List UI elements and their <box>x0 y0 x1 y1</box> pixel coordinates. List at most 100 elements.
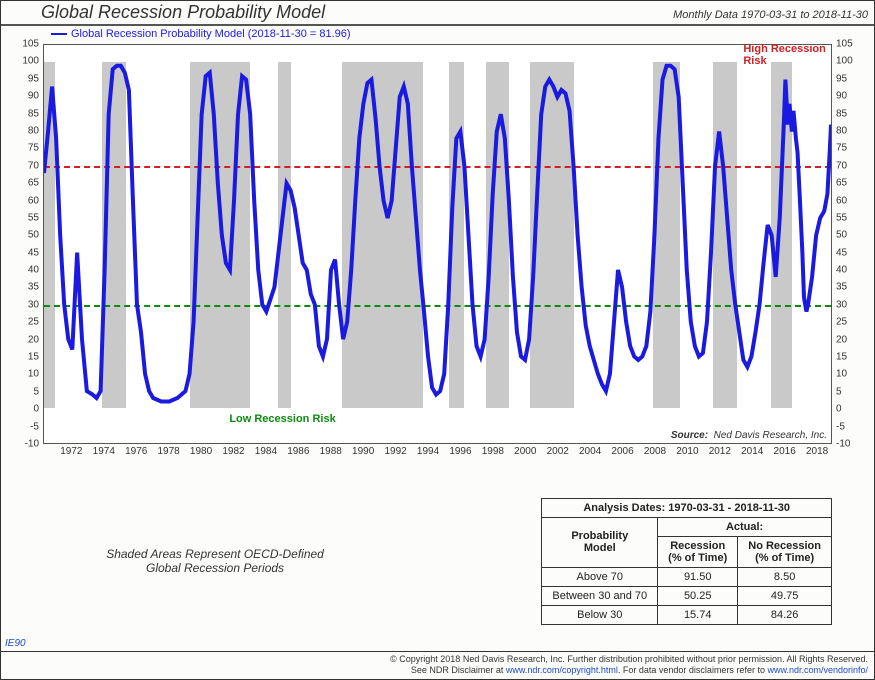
y-tick-label: 20 <box>836 334 847 345</box>
table-superheader: Actual: <box>658 517 832 536</box>
y-tick-label: 30 <box>28 299 39 310</box>
plot-region: Source: Ned Davis Research, Inc. High Re… <box>43 44 832 444</box>
y-tick-label: 90 <box>28 91 39 102</box>
y-tick-label: 105 <box>22 39 39 50</box>
y-tick-label: 5 <box>33 386 39 397</box>
x-tick-label: 1982 <box>222 446 244 457</box>
footer-line1: © Copyright 2018 Ned Davis Research, Inc… <box>7 654 868 666</box>
y-tick-label: 5 <box>836 386 842 397</box>
shade-note: Shaded Areas Represent OECD-DefinedGloba… <box>33 547 397 575</box>
x-tick-label: 1990 <box>352 446 374 457</box>
x-tick-label: 2010 <box>676 446 698 457</box>
y-tick-label: 35 <box>836 282 847 293</box>
y-tick-label: 25 <box>28 317 39 328</box>
y-tick-label: 10 <box>836 369 847 380</box>
y-tick-label: 45 <box>28 247 39 258</box>
below-chart-row: Shaded Areas Represent OECD-DefinedGloba… <box>13 473 862 649</box>
x-tick-label: 1976 <box>125 446 147 457</box>
x-tick-label: 2002 <box>547 446 569 457</box>
y-tick-label: 55 <box>836 212 847 223</box>
x-tick-label: 1988 <box>320 446 342 457</box>
y-tick-label: -10 <box>836 439 850 450</box>
chart-area: -10 -5 0 5 10 15 20 25 30 35 40 45 50 55 60 65 70 75 80 85 9… <box>13 44 862 462</box>
y-tick-label: 45 <box>836 247 847 258</box>
table-col-header: No Recession(% of Time) <box>738 536 832 567</box>
chart-title: Global Recession Probability Model <box>41 2 325 23</box>
corner-tag: IE90 <box>5 638 26 649</box>
date-range-label: Monthly Data 1970-03-31 to 2018-11-30 <box>673 9 868 21</box>
table-row: Above 7091.508.50 <box>542 567 832 586</box>
footer-link-1[interactable]: www.ndr.com/copyright.html <box>506 665 618 675</box>
x-tick-label: 2016 <box>774 446 796 457</box>
y-tick-label: 90 <box>836 91 847 102</box>
y-tick-label: 25 <box>836 317 847 328</box>
x-tick-label: 1972 <box>60 446 82 457</box>
footer-line2: See NDR Disclaimer at www.ndr.com/copyri… <box>7 665 868 677</box>
y-tick-label: 75 <box>836 143 847 154</box>
table-row: Between 30 and 7050.2549.75 <box>542 586 832 605</box>
table-cell: 49.75 <box>738 586 832 605</box>
y-tick-label: 70 <box>28 160 39 171</box>
y-tick-label: 75 <box>28 143 39 154</box>
y-tick-label: 15 <box>28 352 39 363</box>
x-tick-label: 1980 <box>190 446 212 457</box>
chart-frame: Global Recession Probability Model Month… <box>0 0 875 680</box>
header-bar: Global Recession Probability Model Month… <box>1 1 874 26</box>
y-tick-label: 10 <box>28 369 39 380</box>
table-cell: 91.50 <box>658 567 738 586</box>
table-cell: 50.25 <box>658 586 738 605</box>
y-tick-label: 80 <box>28 125 39 136</box>
y-axis-left: -10-505101520253035404550556065707580859… <box>13 44 43 444</box>
x-tick-label: 2000 <box>514 446 536 457</box>
y-tick-label: 85 <box>836 108 847 119</box>
y-tick-label: 35 <box>28 282 39 293</box>
y-tick-label: 0 <box>836 404 842 415</box>
y-tick-label: 15 <box>836 352 847 363</box>
x-tick-label: 2012 <box>709 446 731 457</box>
x-tick-label: 1986 <box>287 446 309 457</box>
y-axis-right: -10-505101520253035404550556065707580859… <box>832 44 862 444</box>
y-tick-label: 100 <box>22 56 39 67</box>
table-cell: 15.74 <box>658 605 738 624</box>
table-row-label: Between 30 and 70 <box>542 586 658 605</box>
y-tick-label: 20 <box>28 334 39 345</box>
y-tick-label: 60 <box>836 195 847 206</box>
y-tick-label: 85 <box>28 108 39 119</box>
series-line <box>44 45 831 443</box>
x-tick-label: 1996 <box>449 446 471 457</box>
y-tick-label: 50 <box>28 230 39 241</box>
x-tick-label: 2006 <box>611 446 633 457</box>
x-tick-label: 2004 <box>579 446 601 457</box>
y-tick-label: -10 <box>25 439 39 450</box>
legend: Global Recession Probability Model (2018… <box>1 26 874 40</box>
table-cell: 8.50 <box>738 567 832 586</box>
y-tick-label: 95 <box>28 73 39 84</box>
table-row-label: Above 70 <box>542 567 658 586</box>
footer-link-2[interactable]: www.ndr.com/vendorinfo/ <box>767 665 868 675</box>
x-tick-label: 2008 <box>644 446 666 457</box>
y-tick-label: 30 <box>836 299 847 310</box>
y-tick-label: 40 <box>836 265 847 276</box>
y-tick-label: 60 <box>28 195 39 206</box>
y-tick-label: -5 <box>30 421 39 432</box>
x-tick-label: 1984 <box>255 446 277 457</box>
table-rowheader: ProbabilityModel <box>542 517 658 567</box>
x-tick-label: 1994 <box>417 446 439 457</box>
y-tick-label: -5 <box>836 421 845 432</box>
y-tick-label: 55 <box>28 212 39 223</box>
y-tick-label: 95 <box>836 73 847 84</box>
y-tick-label: 65 <box>28 178 39 189</box>
legend-swatch <box>51 33 67 35</box>
y-tick-label: 70 <box>836 160 847 171</box>
table-col-header: Recession(% of Time) <box>658 536 738 567</box>
x-tick-label: 1998 <box>482 446 504 457</box>
x-tick-label: 1978 <box>158 446 180 457</box>
table-row: Below 3015.7484.26 <box>542 605 832 624</box>
y-tick-label: 65 <box>836 178 847 189</box>
y-tick-label: 100 <box>836 56 853 67</box>
legend-label: Global Recession Probability Model (2018… <box>71 28 351 40</box>
analysis-table: Analysis Dates: 1970-03-31 - 2018-11-30P… <box>541 498 832 625</box>
x-tick-label: 1974 <box>93 446 115 457</box>
x-axis: 1972 1974 1976 1978 1980 1982 1984 1986 1988 1990… <box>43 444 832 462</box>
y-tick-label: 50 <box>836 230 847 241</box>
